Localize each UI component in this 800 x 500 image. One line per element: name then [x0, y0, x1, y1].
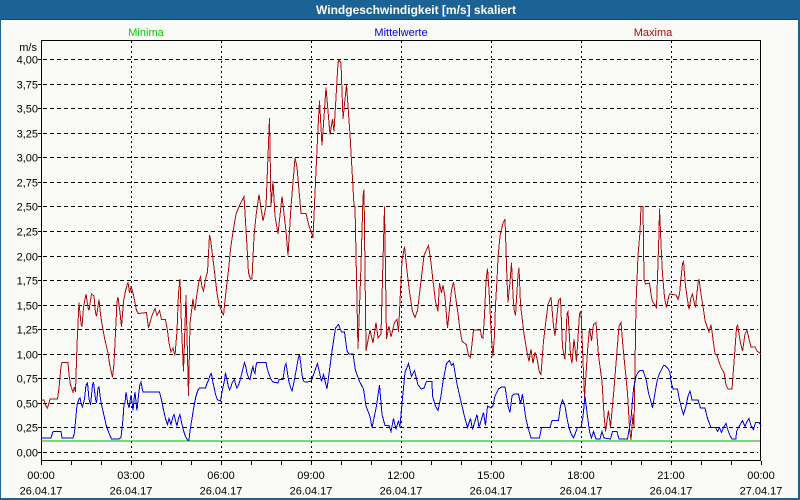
- svg-text:2,75: 2,75: [17, 178, 38, 190]
- svg-text:09:00: 09:00: [297, 470, 325, 482]
- svg-text:15:00: 15:00: [477, 470, 505, 482]
- svg-text:12:00: 12:00: [387, 470, 415, 482]
- svg-text:00:00: 00:00: [27, 470, 55, 482]
- svg-text:26.04.17: 26.04.17: [650, 486, 693, 498]
- svg-text:2,50: 2,50: [17, 202, 38, 214]
- svg-text:26.04.17: 26.04.17: [380, 486, 423, 498]
- svg-text:0,25: 0,25: [17, 423, 38, 435]
- svg-text:3,00: 3,00: [17, 153, 38, 165]
- svg-text:3,50: 3,50: [17, 104, 38, 116]
- svg-text:0,75: 0,75: [17, 374, 38, 386]
- svg-text:26.04.17: 26.04.17: [110, 486, 153, 498]
- svg-text:2,00: 2,00: [17, 252, 38, 264]
- svg-text:3,75: 3,75: [17, 80, 38, 92]
- svg-text:2,25: 2,25: [17, 227, 38, 239]
- svg-text:1,50: 1,50: [17, 301, 38, 313]
- svg-text:03:00: 03:00: [117, 470, 145, 482]
- svg-text:26.04.17: 26.04.17: [20, 486, 63, 498]
- svg-text:1,00: 1,00: [17, 350, 38, 362]
- svg-text:26.04.17: 26.04.17: [560, 486, 603, 498]
- svg-text:27.04.17: 27.04.17: [740, 486, 783, 498]
- svg-text:18:00: 18:00: [567, 470, 595, 482]
- svg-text:06:00: 06:00: [207, 470, 235, 482]
- svg-text:26.04.17: 26.04.17: [290, 486, 333, 498]
- svg-text:1,75: 1,75: [17, 276, 38, 288]
- svg-text:m/s: m/s: [19, 42, 37, 54]
- svg-text:1,25: 1,25: [17, 325, 38, 337]
- svg-text:26.04.17: 26.04.17: [470, 486, 513, 498]
- svg-text:0,00: 0,00: [17, 448, 38, 460]
- svg-text:0,50: 0,50: [17, 399, 38, 411]
- svg-text:00:00: 00:00: [747, 470, 775, 482]
- svg-text:21:00: 21:00: [657, 470, 685, 482]
- svg-text:3,25: 3,25: [17, 129, 38, 141]
- svg-text:4,00: 4,00: [17, 55, 38, 67]
- svg-text:26.04.17: 26.04.17: [200, 486, 243, 498]
